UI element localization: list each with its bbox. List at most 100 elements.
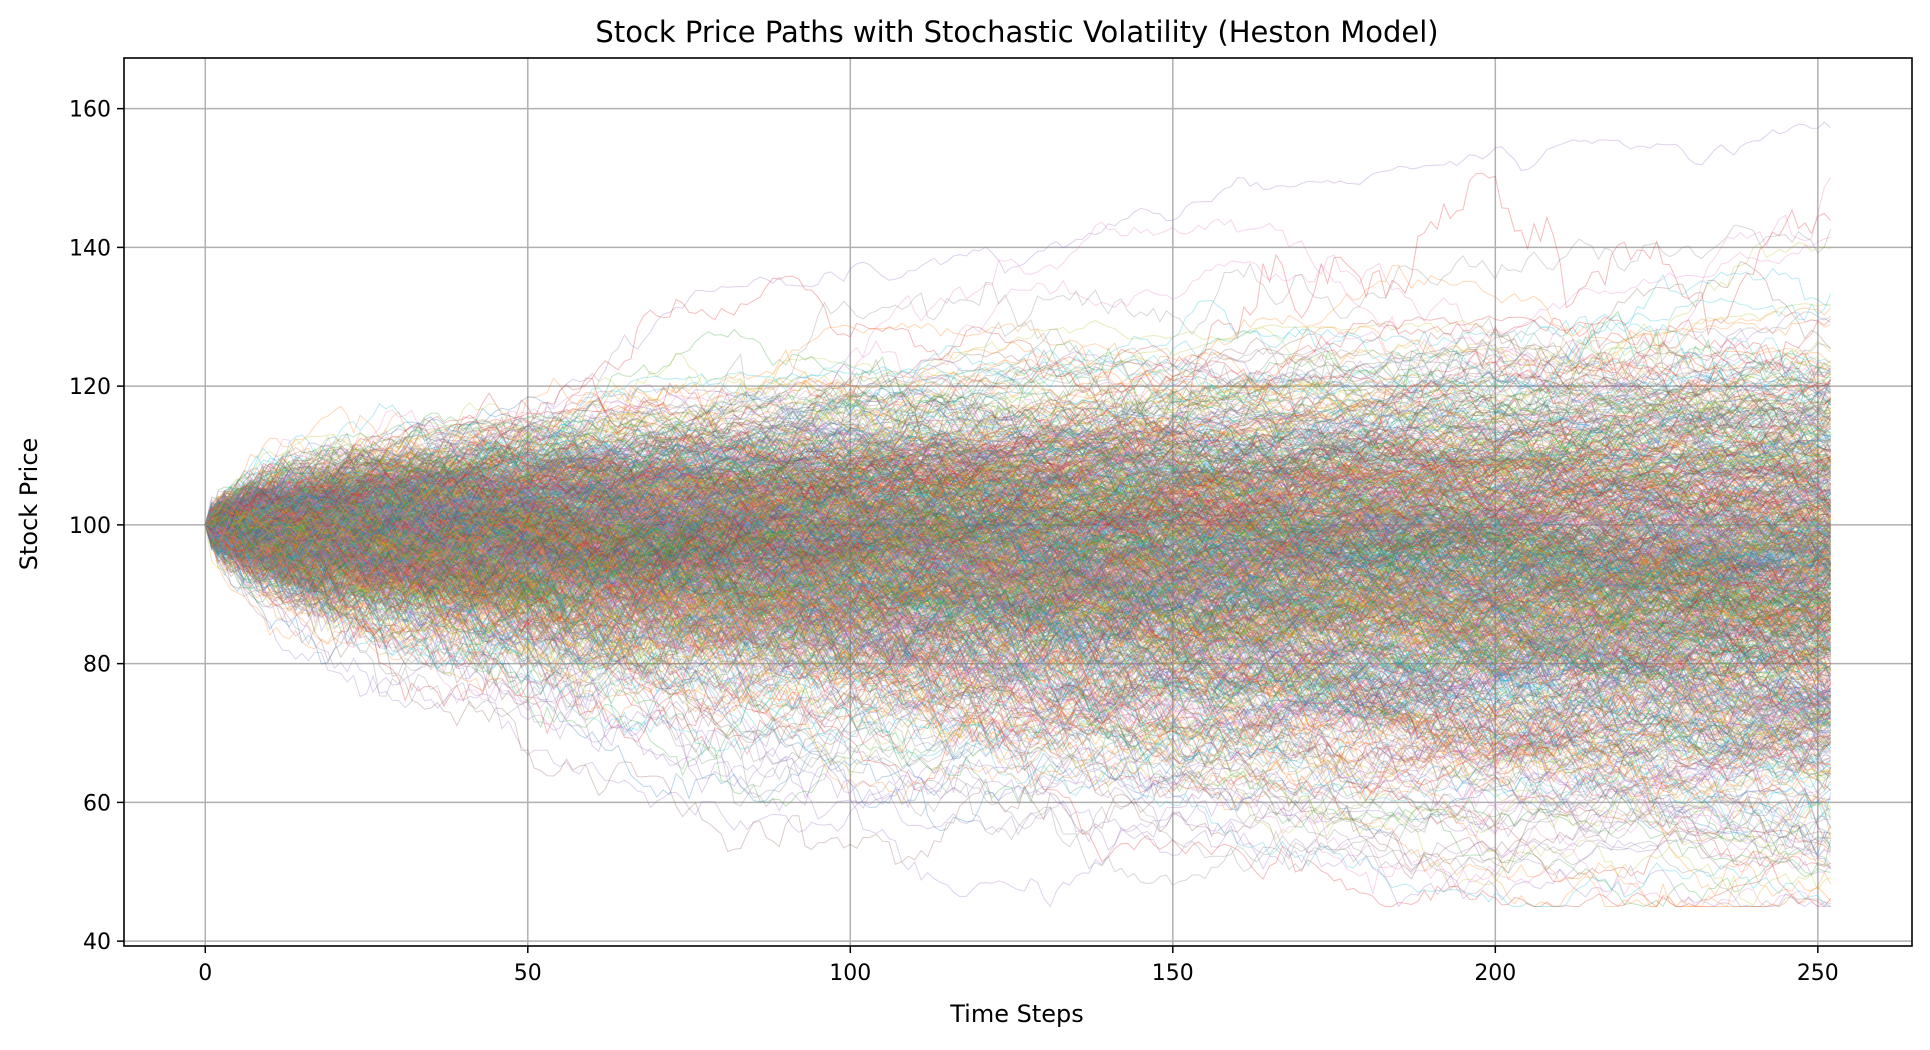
x-axis-label: Time Steps: [949, 1000, 1084, 1028]
price-path-line: [204, 465, 1832, 671]
price-path-line: [204, 524, 1831, 641]
x-tick-label: 150: [1152, 961, 1194, 986]
price-path-line: [204, 504, 1832, 581]
price-path-line: [204, 393, 1832, 551]
price-path-line: [205, 494, 1832, 682]
price-path-line: [204, 515, 1832, 644]
price-path-line: [204, 409, 1832, 613]
price-path-line: [204, 524, 1831, 673]
price-path-line: [205, 497, 1831, 706]
price-path-line: [205, 349, 1832, 543]
price-path-line: [204, 499, 1831, 707]
price-path-line: [204, 496, 1831, 765]
price-path-line: [204, 353, 1832, 546]
price-path-line: [205, 420, 1831, 846]
price-path-line: [204, 121, 1832, 549]
price-path-line: [205, 478, 1831, 636]
price-path-line: [204, 511, 1832, 853]
price-path-line: [204, 458, 1831, 552]
price-path-line: [205, 431, 1831, 550]
price-path-line: [204, 464, 1832, 592]
x-tick-label: 200: [1474, 961, 1516, 986]
price-path-line: [204, 387, 1831, 555]
grid: [124, 58, 1912, 946]
price-path-line: [205, 505, 1831, 702]
price-path-line: [205, 423, 1832, 602]
y-tick-label: 100: [69, 514, 111, 539]
price-path-line: [205, 485, 1832, 743]
price-path-line: [204, 458, 1831, 609]
price-path-line: [204, 495, 1831, 863]
price-path-line: [204, 474, 1831, 697]
price-path-line: [204, 455, 1831, 601]
price-path-line: [204, 451, 1832, 577]
price-path-line: [205, 458, 1832, 627]
price-path-line: [204, 483, 1831, 585]
price-path-line: [204, 484, 1831, 716]
price-path-line: [204, 463, 1831, 618]
price-path-line: [205, 515, 1832, 788]
price-path-line: [204, 467, 1832, 761]
price-path-line: [204, 379, 1832, 544]
price-path-line: [204, 514, 1831, 613]
price-path-line: [205, 496, 1832, 697]
price-path-line: [204, 503, 1831, 705]
price-path-line: [204, 440, 1831, 584]
price-path-line: [205, 522, 1832, 855]
price-path-line: [205, 480, 1831, 583]
price-path-line: [204, 501, 1831, 792]
price-path-line: [205, 392, 1831, 534]
y-tick-label: 40: [83, 930, 111, 955]
price-path-line: [204, 411, 1831, 550]
price-path-line: [205, 505, 1831, 833]
price-path-line: [204, 469, 1831, 609]
price-path-line: [204, 446, 1831, 568]
price-path-line: [204, 524, 1831, 616]
price-path-line: [204, 480, 1831, 906]
price-path-line: [204, 507, 1831, 575]
price-path-line: [204, 462, 1831, 908]
y-tick-label: 60: [83, 791, 111, 816]
price-path-line: [205, 485, 1832, 616]
price-path-line: [205, 485, 1832, 717]
price-path-line: [204, 484, 1832, 655]
price-path-line: [204, 482, 1831, 580]
y-tick-label: 160: [69, 98, 111, 123]
price-path-line: [204, 452, 1831, 565]
price-path-line: [204, 502, 1832, 684]
x-tick-label: 100: [829, 961, 871, 986]
price-path-line: [204, 447, 1831, 671]
price-path-line: [204, 468, 1831, 638]
price-path-line: [205, 484, 1832, 627]
price-path-line: [204, 505, 1832, 688]
price-path-line: [204, 523, 1831, 666]
price-path-line: [205, 371, 1832, 605]
price-path-line: [205, 472, 1832, 560]
price-path-line: [204, 481, 1831, 795]
price-path-line: [204, 495, 1832, 759]
x-tick-label: 0: [198, 961, 212, 986]
price-path-line: [204, 319, 1831, 550]
price-path-line: [204, 433, 1831, 546]
price-path-line: [204, 514, 1832, 725]
price-path-line: [204, 388, 1832, 526]
price-path-line: [205, 521, 1832, 769]
y-axis-label: Stock Price: [15, 438, 43, 571]
price-path-line: [204, 502, 1832, 908]
price-path-line: [204, 307, 1832, 559]
price-path-line: [205, 441, 1832, 568]
price-path-line: [205, 351, 1831, 567]
price-path-line: [204, 432, 1831, 550]
price-path-line: [204, 517, 1832, 667]
price-path-line: [204, 524, 1831, 718]
price-path-line: [204, 485, 1832, 585]
price-path-line: [204, 397, 1831, 534]
price-path-line: [205, 472, 1832, 594]
price-path-line: [205, 373, 1832, 540]
price-path-line: [204, 434, 1831, 581]
price-path-line: [205, 455, 1831, 609]
price-path-line: [205, 480, 1832, 598]
price-path-line: [204, 492, 1832, 658]
